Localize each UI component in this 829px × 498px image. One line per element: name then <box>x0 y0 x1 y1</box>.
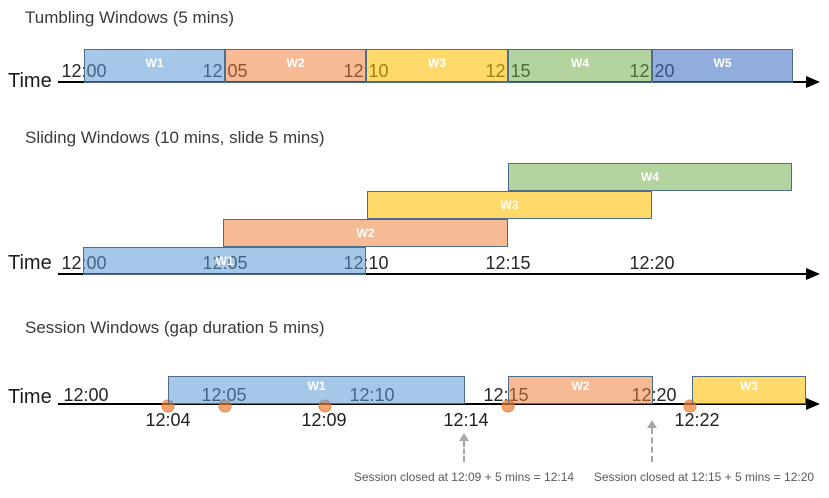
event-time-label: 12:14 <box>443 410 489 430</box>
session-annotation: Session closed at 12:15 + 5 mins = 12:20 <box>593 470 815 484</box>
event-time-label: 12:09 <box>301 410 347 430</box>
tumbling-window-w3: W3 <box>366 49 508 83</box>
axis-arrowhead-icon <box>806 398 820 410</box>
window-label: W3 <box>500 198 519 212</box>
window-label: W2 <box>286 56 305 70</box>
tumbling-window-w4: W4 <box>508 49 652 83</box>
tumbling-window-w1: W1 <box>84 49 225 83</box>
window-label: W4 <box>641 170 659 184</box>
event-time-label: 12:04 <box>145 410 191 430</box>
window-label: W1 <box>307 379 326 393</box>
up-arrow-icon <box>647 420 657 428</box>
window-label: W1 <box>215 254 234 268</box>
window-label: W2 <box>356 226 375 240</box>
session-window-w3: W3 <box>692 376 806 404</box>
window-label: W1 <box>145 56 164 70</box>
window-label: W2 <box>571 379 590 393</box>
tumbling-window-w2: W2 <box>225 49 366 83</box>
sliding-window-w2: W2 <box>223 219 508 247</box>
up-arrow-icon <box>459 433 469 441</box>
sliding-window-w3: W3 <box>367 191 652 219</box>
time-axis <box>58 403 808 405</box>
window-label: W3 <box>740 379 758 393</box>
sliding-window-w4: W4 <box>508 163 792 191</box>
axis-arrowhead-icon <box>806 76 820 88</box>
window-label: W4 <box>571 56 589 70</box>
tumbling-window-w5: W5 <box>652 49 793 83</box>
tick-label: 12:15 <box>485 253 531 273</box>
session-annotation: Session closed at 12:09 + 5 mins = 12:14 <box>353 470 575 484</box>
window-label: W3 <box>428 56 446 70</box>
window-label: W5 <box>713 56 732 70</box>
tick-label: 12:00 <box>63 385 109 405</box>
event-time-label: 12:22 <box>674 410 720 430</box>
dashed-callout-line <box>463 441 465 462</box>
axis-arrowhead-icon <box>806 268 820 280</box>
tick-label: 12:20 <box>629 253 675 273</box>
time-axis-label: Time <box>8 386 52 408</box>
time-axis-label: Time <box>8 70 52 92</box>
session-window-w1: W1 <box>168 376 465 404</box>
sliding-section-title: Sliding Windows (10 mins, slide 5 mins) <box>25 128 325 147</box>
tumbling-section-title: Tumbling Windows (5 mins) <box>25 8 235 27</box>
time-axis <box>58 273 808 275</box>
dashed-callout-line <box>651 428 653 462</box>
session-section-title: Session Windows (gap duration 5 mins) <box>25 318 325 337</box>
session-window-w2: W2 <box>508 376 653 404</box>
time-axis-label: Time <box>8 252 52 274</box>
sliding-window-w1: W1 <box>83 247 366 275</box>
